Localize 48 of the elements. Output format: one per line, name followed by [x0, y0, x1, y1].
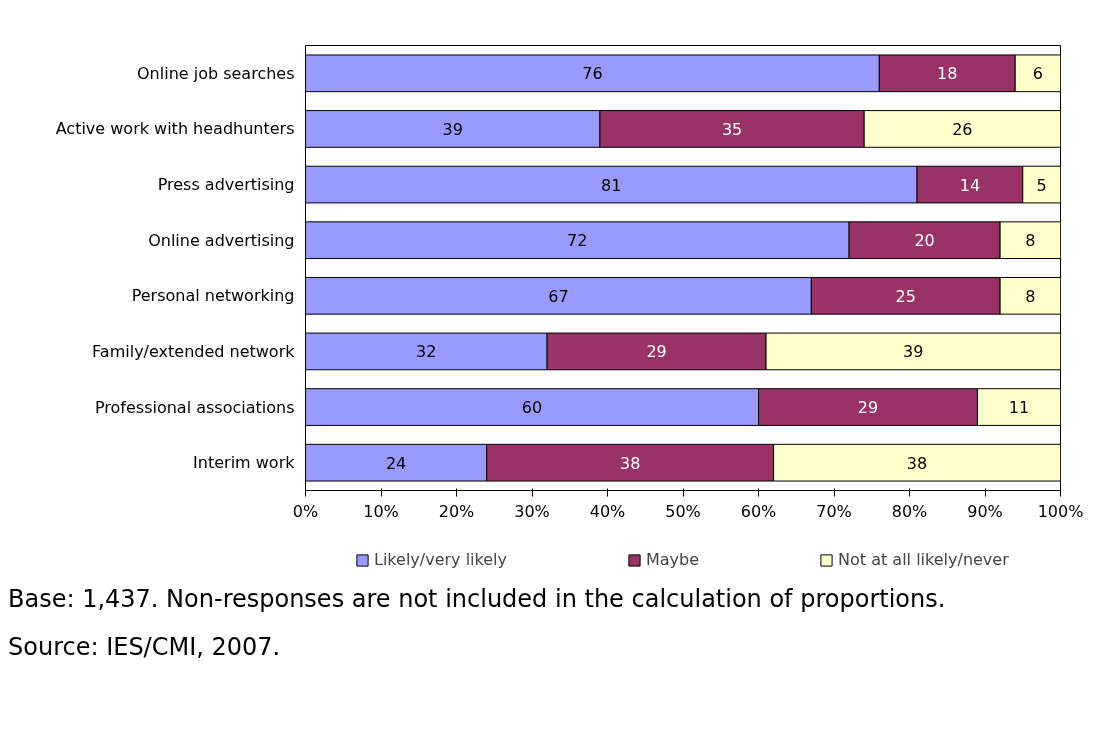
data-label: 14: [959, 175, 981, 195]
x-tick-label: 0%: [292, 501, 319, 521]
y-tick-label: Press advertising: [157, 175, 295, 195]
text: Base: 1,437. Non-responses are not included in the calculation of proportions.: [8, 584, 946, 615]
data-label: 6: [1032, 64, 1043, 84]
data-label: 20: [914, 231, 935, 251]
data-label: 38: [906, 453, 928, 473]
data-label: 32: [416, 342, 437, 362]
data-label: 29: [857, 398, 879, 418]
data-label: 29: [646, 342, 667, 362]
data-label: 72: [567, 231, 588, 251]
x-tick-label: 20%: [438, 501, 475, 521]
data-label: 8: [1025, 286, 1036, 306]
y-tick-label: Active work with headhunters: [55, 119, 295, 139]
data-label: 26: [952, 119, 973, 139]
data-label: 38: [619, 453, 641, 473]
data-label: 24: [385, 453, 407, 473]
x-tick-label: 30%: [514, 501, 550, 521]
x-tick-label: 50%: [665, 501, 701, 521]
data-label: 60: [521, 398, 543, 418]
x-tick-label: 40%: [589, 501, 626, 521]
data-label: 8: [1025, 231, 1036, 251]
source-note: Source: IES/CMI, 2007.: [8, 632, 281, 663]
y-tick-label: Online job searches: [137, 63, 295, 83]
data-label: 67: [548, 286, 569, 306]
data-label: 25: [895, 286, 916, 306]
x-tick-label: 80%: [891, 501, 928, 521]
x-tick-label: 70%: [816, 501, 852, 521]
x-tick-label: 90%: [967, 501, 1003, 521]
data-label: 18: [937, 64, 958, 84]
x-tick-label: 100%: [1037, 501, 1084, 521]
y-tick-label: Family/extended network: [92, 341, 296, 361]
data-label: 5: [1036, 175, 1047, 195]
y-tick-label: Interim work: [193, 453, 296, 473]
x-tick-label: 60%: [740, 501, 777, 521]
data-label: 35: [721, 119, 743, 139]
x-tick-label: 10%: [363, 501, 399, 521]
y-tick-label: Personal networking: [131, 286, 295, 306]
data-label: 39: [903, 342, 924, 362]
legend-label: Maybe: [646, 550, 700, 569]
y-tick-label: Professional associations: [94, 397, 295, 417]
data-label: 11: [1008, 398, 1030, 418]
y-tick-label: Online advertising: [148, 230, 295, 250]
legend-label: Not at all likely/never: [838, 550, 1009, 569]
legend-label: Likely/very likely: [374, 550, 507, 569]
data-label: 76: [582, 64, 603, 84]
data-label: 81: [601, 175, 622, 195]
data-label: 39: [442, 119, 463, 139]
